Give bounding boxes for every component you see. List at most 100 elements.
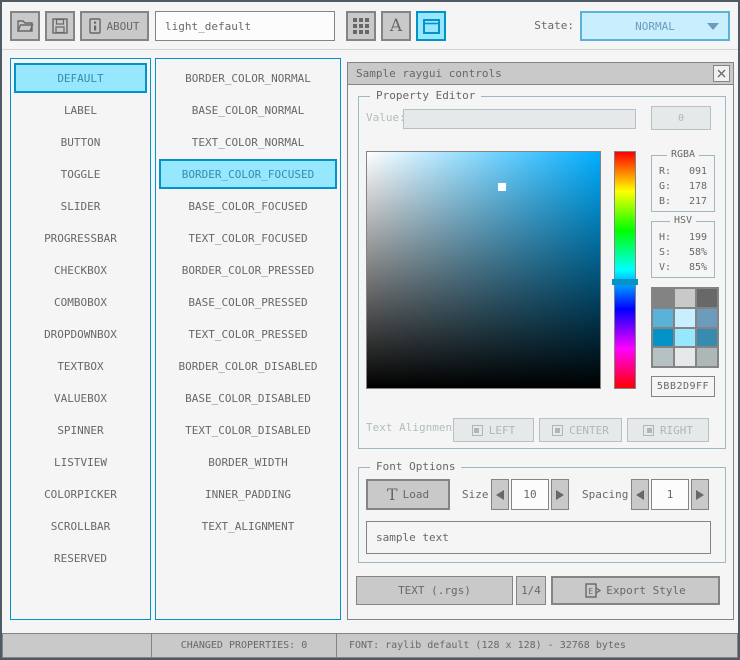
spacing-decrement-button[interactable]: [631, 479, 649, 510]
spacing-label: Spacing:: [582, 488, 635, 501]
property-list-item[interactable]: BASE_COLOR_DISABLED: [185, 391, 311, 405]
load-font-button[interactable]: T Load: [366, 479, 450, 510]
property-list-item[interactable]: TEXT_COLOR_PRESSED: [188, 327, 308, 341]
size-value-box[interactable]: 10: [511, 479, 549, 510]
palette-swatch[interactable]: [653, 328, 673, 347]
control-list-item[interactable]: SCROLLBAR: [50, 519, 111, 533]
font-options-group: [358, 467, 726, 563]
page-counter-button[interactable]: 1/4: [516, 576, 546, 605]
controls-listview: DEFAULT LABEL BUTTON TOGGLE SLIDER PROGRESSBA…: [10, 58, 151, 620]
window-titlebar[interactable]: Sample raygui controls: [348, 63, 733, 85]
palette-swatch[interactable]: [697, 308, 717, 327]
control-list-item[interactable]: RESERVED: [54, 551, 107, 565]
property-list-item[interactable]: BORDER_COLOR_DISABLED: [178, 359, 318, 373]
palette-swatch[interactable]: [697, 289, 717, 307]
arrow-left-icon: [636, 489, 644, 500]
statusbar-left-cell: [2, 633, 152, 658]
control-list-item[interactable]: COLORPICKER: [44, 487, 117, 501]
hsv-saturation-row: S: 58%: [659, 247, 707, 258]
control-list-item[interactable]: BUTTON: [60, 135, 101, 149]
hsv-group-label: HSV: [669, 215, 697, 226]
property-list-item[interactable]: BORDER_COLOR_PRESSED: [181, 263, 315, 277]
rgba-group: RGBA R: 091 G: 178 B: 217: [651, 149, 715, 212]
close-icon: [717, 69, 726, 78]
control-list-item[interactable]: LISTVIEW: [54, 455, 107, 469]
control-list-item[interactable]: COMBOBOX: [54, 295, 107, 309]
control-list-item[interactable]: TOGGLE: [60, 167, 101, 181]
control-list-item[interactable]: PROGRESSBAR: [44, 231, 117, 245]
svg-text:E: E: [588, 587, 593, 596]
align-left-button: LEFT: [453, 418, 534, 442]
palette-swatch[interactable]: [697, 348, 717, 366]
close-button[interactable]: [713, 65, 730, 82]
palette-swatch[interactable]: [653, 289, 673, 307]
rgba-blue-row: B: 217: [659, 196, 707, 207]
style-name-input[interactable]: [155, 11, 335, 41]
size-label: Size:: [462, 488, 496, 501]
property-list-item[interactable]: BASE_COLOR_NORMAL: [191, 103, 305, 117]
control-list-item[interactable]: LABEL: [63, 103, 98, 117]
font-view-button[interactable]: A: [381, 11, 411, 41]
property-list-item[interactable]: BASE_COLOR_PRESSED: [188, 295, 308, 309]
export-style-button[interactable]: E Export Style: [551, 576, 720, 605]
font-options-group-label: Font Options: [370, 460, 462, 473]
statusbar-changed-properties: CHANGED PROPERTIES: 0: [151, 633, 337, 658]
control-list-item[interactable]: TEXTBOX: [57, 359, 104, 373]
hue-slider-handle[interactable]: [612, 279, 638, 286]
property-list-item[interactable]: BORDER_COLOR_NORMAL: [185, 71, 311, 85]
palette-swatch[interactable]: [675, 328, 695, 347]
hsv-group: HSV H: 199 S: 58% V: 85%: [651, 215, 715, 278]
arrow-right-icon: [556, 489, 564, 500]
size-increment-button[interactable]: [551, 479, 569, 510]
color-picker-area[interactable]: [366, 151, 601, 389]
controls-window-view-button[interactable]: [416, 11, 446, 41]
about-button[interactable]: ABOUT: [80, 11, 149, 41]
control-list-item[interactable]: SLIDER: [60, 199, 101, 213]
hex-value-box[interactable]: 5BB2D9FF: [651, 376, 715, 397]
rgba-green-row: G: 178: [659, 181, 707, 192]
state-dropdown[interactable]: NORMAL: [580, 11, 730, 41]
color-picker-cursor[interactable]: [498, 183, 507, 192]
property-list-item[interactable]: TEXT_COLOR_FOCUSED: [188, 231, 308, 245]
spacing-increment-button[interactable]: [691, 479, 709, 510]
save-style-button[interactable]: [45, 11, 75, 41]
control-list-item[interactable]: DROPDOWNBOX: [44, 327, 117, 341]
hsv-value-row: V: 85%: [659, 262, 707, 273]
palette-swatch[interactable]: [653, 308, 673, 327]
window-icon: [422, 18, 440, 34]
property-editor-group-label: Property Editor: [370, 89, 482, 102]
property-list-item[interactable]: BASE_COLOR_FOCUSED: [188, 199, 308, 213]
palette-swatch[interactable]: [675, 348, 695, 366]
spacing-value-box[interactable]: 1: [651, 479, 689, 510]
toolbar: ABOUT A State: NORMAL: [2, 2, 738, 50]
property-list-item[interactable]: TEXT_COLOR_NORMAL: [191, 135, 305, 149]
property-list-item[interactable]: BORDER_WIDTH: [208, 455, 288, 469]
property-list-item[interactable]: INNER_PADDING: [204, 487, 292, 501]
size-decrement-button[interactable]: [491, 479, 509, 510]
state-label: State:: [534, 19, 574, 32]
align-left-icon: [471, 424, 483, 436]
hsv-hue-row: H: 199: [659, 232, 707, 243]
open-style-button[interactable]: [10, 11, 40, 41]
statusbar: CHANGED PROPERTIES: 0 FONT: raylib defau…: [2, 633, 738, 658]
palette-swatch[interactable]: [675, 289, 695, 307]
property-list-item[interactable]: TEXT_COLOR_DISABLED: [185, 423, 311, 437]
palette-swatch[interactable]: [675, 308, 695, 327]
control-list-item[interactable]: DEFAULT: [14, 63, 147, 93]
sample-text-box[interactable]: sample text: [366, 521, 711, 554]
palette-swatch[interactable]: [697, 328, 717, 347]
control-list-item[interactable]: VALUEBOX: [54, 391, 107, 405]
export-file-icon: E: [585, 583, 602, 598]
property-list-item[interactable]: TEXT_ALIGNMENT: [201, 519, 295, 533]
palette-swatch[interactable]: [653, 348, 673, 366]
property-editor-group: [358, 96, 726, 449]
folder-open-icon: [16, 18, 34, 34]
control-list-item[interactable]: SPINNER: [57, 423, 104, 437]
hue-slider[interactable]: [612, 151, 638, 389]
control-list-item[interactable]: CHECKBOX: [54, 263, 107, 277]
style-table-view-button[interactable]: [346, 11, 376, 41]
property-list-item[interactable]: BORDER_COLOR_FOCUSED: [159, 159, 337, 189]
font-letter-icon: A: [389, 16, 403, 36]
export-format-button[interactable]: TEXT (.rgs): [356, 576, 513, 605]
